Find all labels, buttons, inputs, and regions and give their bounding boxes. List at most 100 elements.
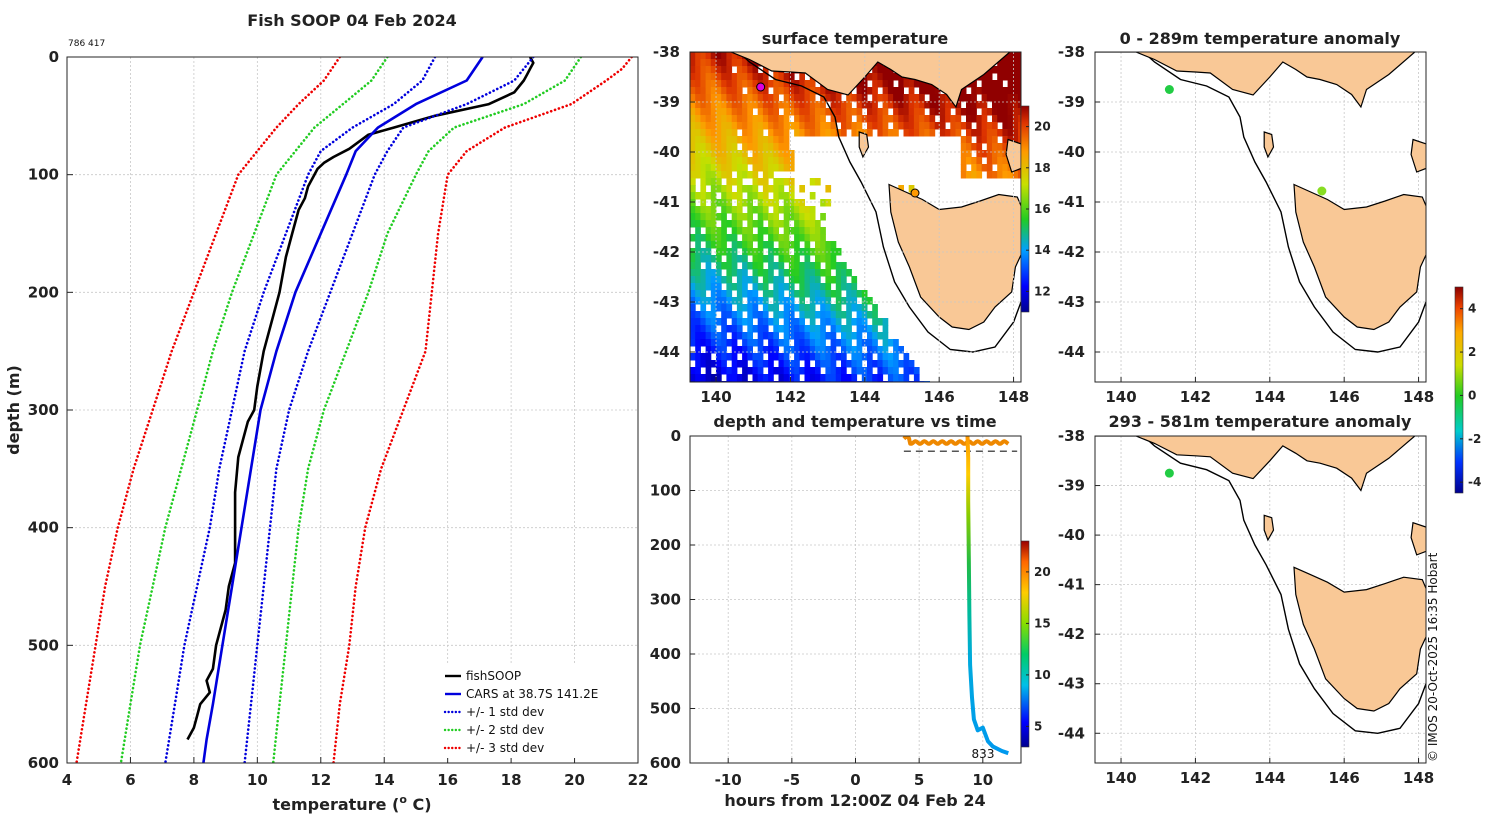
sst-pixel xyxy=(788,367,795,375)
sst-pixel xyxy=(752,367,759,375)
sst-pixel xyxy=(768,346,774,354)
sst-pixel xyxy=(726,199,733,207)
sst-pixel xyxy=(726,276,733,284)
sst-pixel xyxy=(788,311,795,319)
sst-pixel xyxy=(997,164,1003,172)
profile-ytick-label: 400 xyxy=(28,519,59,537)
anomaly-1-ticks: 140 142 144 146 148-38-39-40-41-42-43-44 xyxy=(1058,43,1434,406)
sst-pixel xyxy=(705,234,712,242)
sst-pixel xyxy=(872,122,878,130)
sst-pixel xyxy=(924,115,930,123)
sst-pixel xyxy=(690,199,696,207)
sst-pixel xyxy=(882,353,889,361)
sst-lat-tick-label: -41 xyxy=(653,193,680,211)
sst-pixel xyxy=(731,227,738,235)
sst-pixel xyxy=(950,101,956,109)
sst-pixel xyxy=(830,115,837,123)
sst-pixel xyxy=(762,227,769,235)
sst-pixel xyxy=(799,276,805,284)
sst-pixel xyxy=(919,80,925,88)
sst-pixel xyxy=(762,374,769,382)
sst-pixel xyxy=(908,115,915,123)
sst-pixel xyxy=(716,150,722,158)
sst-pixel xyxy=(997,171,1003,179)
sst-pixel xyxy=(762,318,769,326)
sst-pixel xyxy=(768,374,774,382)
sst-pixel xyxy=(721,241,727,249)
sst-pixel xyxy=(742,332,748,340)
anomaly-2-lat-tick-label: -41 xyxy=(1058,576,1085,594)
sst-pixel xyxy=(966,94,972,102)
sst-pixel xyxy=(731,129,738,137)
profile-ytick-label: 200 xyxy=(28,283,59,301)
sst-pixel xyxy=(742,150,748,158)
sst-pixel xyxy=(794,367,800,375)
sst-pixel xyxy=(736,213,743,221)
sst-pixel xyxy=(747,87,753,95)
depth-time-colorbar-label: 15 xyxy=(1034,616,1051,630)
sst-pixel xyxy=(783,157,790,165)
sst-pixel xyxy=(778,136,785,144)
sst-pixel xyxy=(1002,122,1009,130)
sst-pixel xyxy=(752,94,759,102)
sst-pixel xyxy=(882,318,889,326)
sst-pixel xyxy=(846,108,852,116)
profile-ytick-label: 0 xyxy=(49,48,59,66)
sst-pixel xyxy=(783,136,790,144)
sst-pixel xyxy=(721,73,727,81)
anomaly-1-mainland-landmass xyxy=(1095,52,1416,109)
sst-pixel xyxy=(757,150,764,158)
sst-pixel xyxy=(945,108,951,116)
sst-lat-tick-label: -43 xyxy=(653,293,680,311)
sst-port-marker xyxy=(910,188,920,198)
sst-pixel xyxy=(919,108,925,116)
anomaly-1-shelf-contour xyxy=(1142,52,1426,353)
sst-pixel xyxy=(820,283,826,291)
sst-pixel xyxy=(736,227,743,235)
sst-pixel xyxy=(716,318,722,326)
sst-lat-tick-label: -44 xyxy=(653,343,680,361)
sst-pixel xyxy=(799,325,805,333)
sst-pixel xyxy=(955,129,962,137)
sst-pixel xyxy=(710,297,717,305)
sst-pixel xyxy=(799,87,805,95)
sst-pixel xyxy=(731,73,738,81)
sst-pixel xyxy=(762,73,769,81)
sst-pixel xyxy=(992,66,998,74)
sst-pixel xyxy=(794,262,800,270)
sst-pixel xyxy=(815,129,821,137)
sst-pixel xyxy=(924,101,930,109)
sst-pixel xyxy=(695,325,701,333)
sst-pixel xyxy=(898,108,904,116)
anomaly-2-lon-tick-label: 146 xyxy=(1329,769,1360,787)
sst-pixel xyxy=(992,108,998,116)
profile-xtick-label: 22 xyxy=(628,771,649,789)
sst-pixel xyxy=(778,157,785,165)
sst-pixel xyxy=(747,185,753,193)
sst-pixel xyxy=(742,171,748,179)
sst-pixel xyxy=(820,325,826,333)
sst-pixel xyxy=(893,374,899,382)
sst-pixel xyxy=(773,185,779,193)
sst-pixel xyxy=(721,164,727,172)
sst-pixel xyxy=(809,94,816,102)
sst-pixel xyxy=(695,297,701,305)
sst-pixel xyxy=(716,129,722,137)
sst-pixel xyxy=(898,94,904,102)
sst-pixel xyxy=(1002,129,1009,137)
anomaly-2-lat-tick-label: -40 xyxy=(1058,526,1085,544)
sst-pixel xyxy=(804,234,811,242)
sst-pixel xyxy=(960,150,967,158)
sst-pixel xyxy=(726,73,733,81)
sst-pixel xyxy=(778,360,785,368)
sst-pixel xyxy=(695,87,701,95)
sst-pixel xyxy=(747,290,753,298)
sst-pixel xyxy=(695,136,701,144)
sst-pixel xyxy=(1007,115,1014,123)
sst-pixel xyxy=(710,283,717,291)
sst-pixel xyxy=(705,73,712,81)
sst-pixel xyxy=(757,241,764,249)
sst-pixel xyxy=(1002,87,1009,95)
sst-pixel xyxy=(742,318,748,326)
sst-pixel xyxy=(747,206,753,214)
